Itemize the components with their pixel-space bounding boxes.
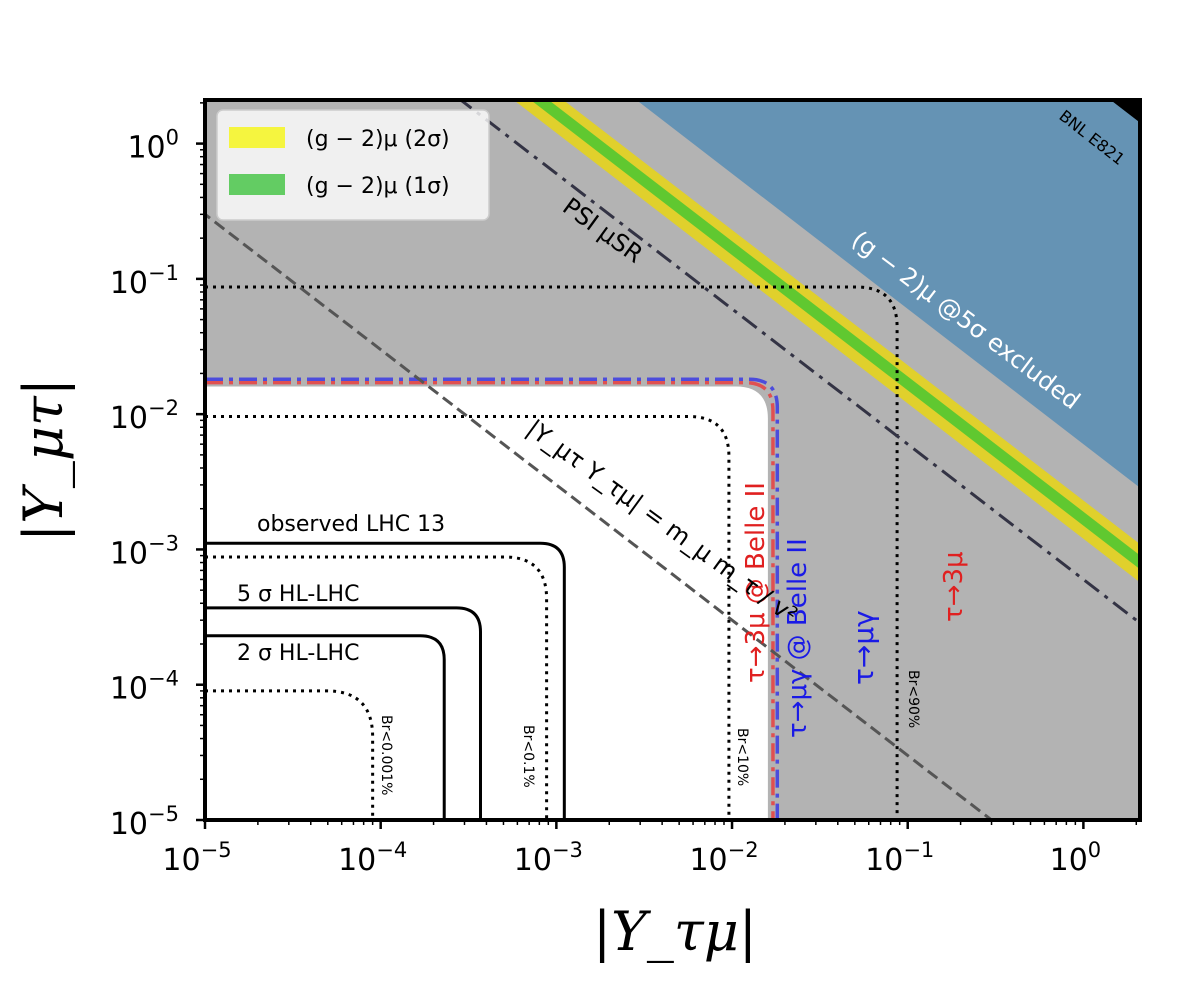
axes-frame [203,98,1142,822]
x-tick-label-5: 100 [1050,838,1102,878]
y-tick-label-3: 10−2 [110,396,179,436]
plot-area [205,100,1140,820]
contour-tau-mugamma-belle2 [205,377,780,820]
label-hl-5sigma: 5 σ HL-LHC [237,582,359,607]
label-br-10: Br<10% [734,728,750,786]
x-tick-label-3: 10−2 [689,838,758,878]
y-tick-label-1: 10−4 [110,667,179,707]
legend-label-0: (g − 2)μ (2σ) [306,127,450,152]
contour-tau-3mu-belle2 [205,380,775,820]
label-br-90: Br<90% [905,670,921,728]
y-tick-label-5: 100 [127,126,179,166]
y-tick-label-0: 10−5 [110,802,179,842]
region-bnl-e821 [1110,100,1140,123]
label-hl-2sigma: 2 σ HL-LHC [237,641,359,666]
x-axis-title: |Y_τμ| [593,900,757,963]
contour-br-0.001 [205,689,375,820]
label-tau3mu: τ→3μ [939,551,969,622]
legend-swatch-1 [229,174,285,195]
x-tick-label-0: 10−5 [162,838,231,878]
contour-observed-lhc13 [205,541,566,820]
x-tick-label-4: 10−1 [865,838,934,878]
axes: 10−5 10−4 10−3 10−2 10−1 100 10−5 10−4 10−3 10−2 1… [12,98,1142,963]
legend-label-1: (g − 2)μ (1σ) [306,174,450,199]
legend-swatch-0 [229,127,285,148]
x-tick-label-2: 10−3 [514,838,583,878]
label-br-01: Br<0.1% [520,725,536,788]
y-tick-label-2: 10−3 [110,531,179,571]
y-tick-label-4: 10−1 [110,261,179,301]
label-br-0001: Br<0.001% [378,715,394,795]
label-taumugamma: τ→μγ [847,610,880,685]
label-tau3mu-belle: τ→3μ @ Belle II [741,482,771,683]
label-taumugamma-belle: τ→μγ @ Belle II [783,538,813,738]
contour-hl-lhc-2sigma [205,634,446,820]
region-g-2-5sigma-excluded [636,100,1140,488]
label-observed-lhc: observed LHC 13 [257,512,445,537]
y-axis-title: |Y_μτ| [12,378,75,542]
contour-hl-lhc-5sigma [205,606,482,820]
x-tick-label-1: 10−4 [338,838,407,878]
legend: (g − 2)μ (2σ) (g − 2)μ (1σ) [216,109,490,221]
